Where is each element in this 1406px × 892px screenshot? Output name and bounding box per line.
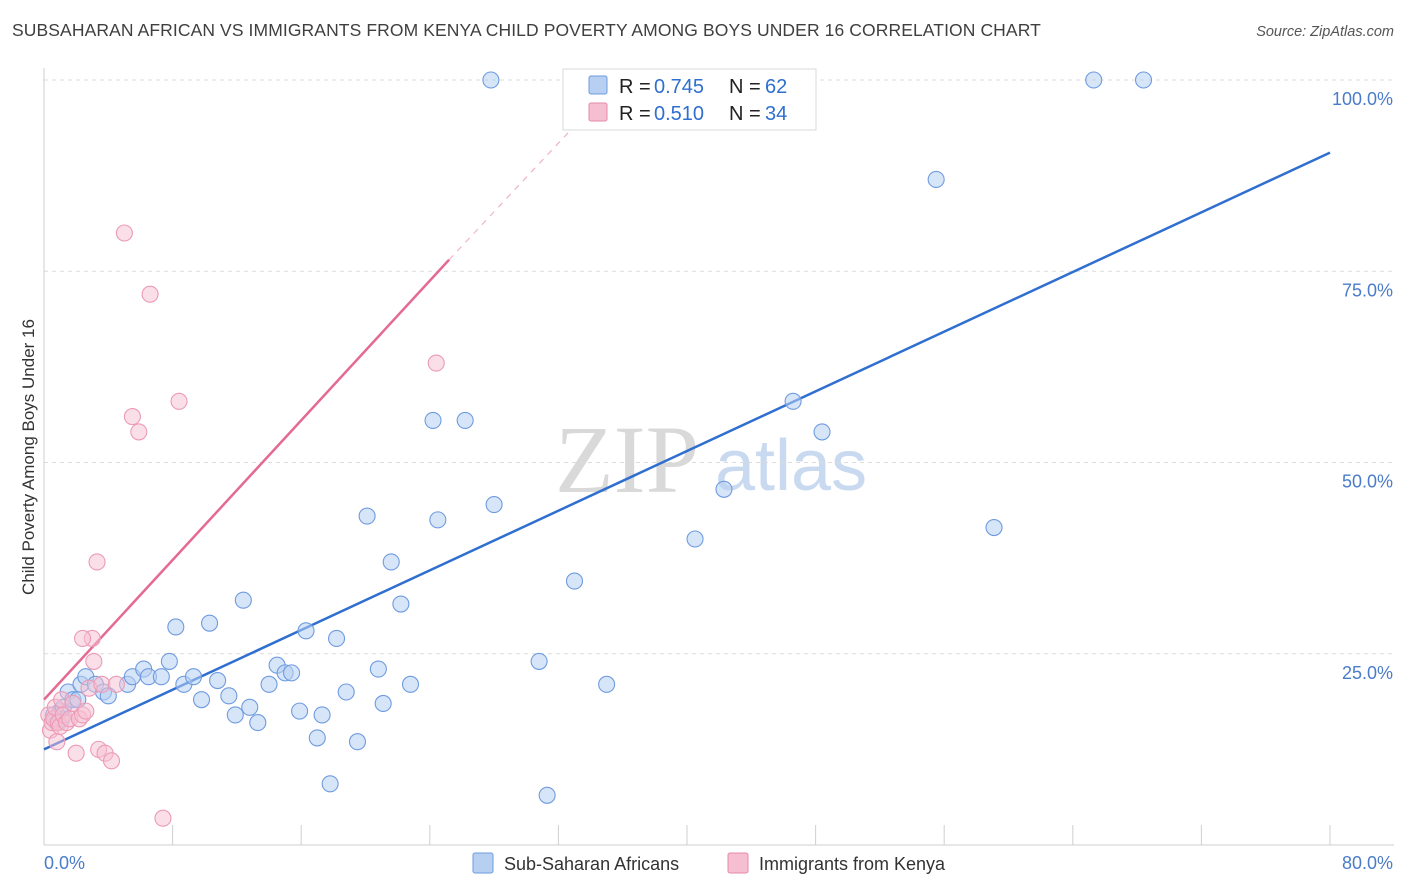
point-sub-saharan-36 — [308, 729, 326, 747]
point-sub-saharan-54 — [538, 786, 556, 804]
legend-n-label-1: N = — [729, 76, 761, 98]
point-sub-saharan-64 — [1134, 71, 1153, 89]
legend-r-label-2: R = — [619, 103, 651, 125]
point-sub-saharan-35 — [297, 622, 315, 640]
point-sub-saharan-34 — [291, 702, 309, 720]
y-axis-label: Child Poverty Among Boys Under 16 — [19, 319, 38, 595]
point-sub-saharan-44 — [374, 694, 392, 713]
y-tick-label-100: 100.0% — [1332, 89, 1393, 109]
point-sub-saharan-21 — [184, 668, 203, 686]
stats-legend: R = 0.745 N = 62 R = 0.510 N = 34 — [562, 68, 817, 131]
point-kenya-12 — [64, 694, 82, 713]
point-sub-saharan-33 — [283, 664, 301, 682]
point-sub-saharan-60 — [813, 423, 831, 441]
point-sub-saharan-50 — [456, 411, 474, 429]
point-sub-saharan-40 — [337, 683, 355, 701]
point-sub-saharan-55 — [565, 572, 584, 590]
legend-swatch-pink — [588, 102, 608, 122]
point-kenya-26 — [115, 224, 133, 242]
point-kenya-16 — [77, 702, 95, 720]
legend-label-sub-saharan: Sub-Saharan Africans — [504, 854, 679, 874]
point-sub-saharan-45 — [382, 553, 400, 571]
point-kenya-24 — [102, 752, 121, 770]
point-sub-saharan-17 — [152, 668, 170, 686]
point-kenya-19 — [85, 652, 103, 670]
legend-swatch-blue — [588, 75, 608, 95]
point-sub-saharan-61 — [927, 170, 945, 188]
point-sub-saharan-42 — [358, 507, 376, 525]
point-kenya-28 — [130, 423, 148, 441]
point-sub-saharan-56 — [598, 675, 616, 693]
trend-line-kenya — [43, 258, 451, 701]
point-kenya-25 — [107, 675, 125, 693]
y-tick-label-25: 25.0% — [1342, 663, 1393, 683]
point-kenya-33 — [74, 629, 92, 648]
point-sub-saharan-58 — [715, 480, 733, 498]
trend-line-sub-saharan — [43, 151, 1331, 751]
data-points — [40, 71, 1153, 827]
source-label: Source: ZipAtlas.com — [1256, 24, 1394, 40]
point-sub-saharan-29 — [249, 714, 267, 732]
point-kenya-20 — [88, 553, 106, 571]
point-kenya-22 — [93, 675, 111, 693]
point-sub-saharan-52 — [482, 71, 500, 89]
point-sub-saharan-38 — [321, 775, 339, 793]
point-sub-saharan-28 — [241, 698, 259, 716]
point-sub-saharan-41 — [348, 733, 367, 751]
watermark-zip: ZIP — [555, 406, 699, 513]
point-sub-saharan-19 — [167, 618, 185, 636]
point-sub-saharan-37 — [313, 706, 331, 724]
series-legend: Sub-Saharan Africans Immigrants from Ken… — [472, 852, 946, 874]
y-tick-label-75: 75.0% — [1342, 280, 1393, 300]
legend-r-value-2: 0.510 — [654, 103, 704, 125]
y-tick-label-50: 50.0% — [1342, 472, 1393, 492]
legend-r-value-1: 0.745 — [654, 76, 704, 98]
point-sub-saharan-47 — [401, 675, 420, 693]
y-tick-labels: 25.0% 50.0% 75.0% 100.0% — [1332, 89, 1393, 683]
trend-lines — [43, 125, 1331, 751]
point-sub-saharan-26 — [226, 706, 244, 724]
legend-swatch-kenya — [727, 852, 749, 874]
point-sub-saharan-51 — [485, 496, 503, 514]
point-kenya-30 — [154, 809, 172, 827]
legend-r-label-1: R = — [619, 76, 651, 98]
point-kenya-29 — [141, 285, 159, 303]
point-sub-saharan-59 — [784, 392, 802, 410]
point-sub-saharan-22 — [192, 691, 211, 709]
x-tick-label-max: 80.0% — [1342, 853, 1393, 873]
point-sub-saharan-63 — [1085, 71, 1103, 89]
point-sub-saharan-39 — [328, 629, 346, 648]
point-sub-saharan-53 — [530, 652, 548, 670]
point-sub-saharan-25 — [220, 687, 238, 705]
point-sub-saharan-30 — [260, 675, 278, 693]
trend-line-kenya-extension — [448, 125, 575, 261]
point-sub-saharan-27 — [234, 591, 252, 609]
point-sub-saharan-49 — [429, 511, 447, 529]
legend-label-kenya: Immigrants from Kenya — [759, 854, 946, 874]
legend-n-value-1: 62 — [765, 76, 787, 98]
point-kenya-5 — [48, 733, 66, 751]
point-sub-saharan-23 — [201, 614, 219, 632]
point-kenya-32 — [427, 354, 445, 372]
point-kenya-13 — [67, 744, 85, 762]
point-sub-saharan-24 — [209, 671, 227, 690]
point-sub-saharan-43 — [369, 660, 387, 678]
point-kenya-31 — [170, 392, 188, 410]
point-sub-saharan-62 — [985, 518, 1003, 537]
point-sub-saharan-18 — [160, 652, 178, 670]
chart-title: SUBSAHARAN AFRICAN VS IMMIGRANTS FROM KE… — [12, 20, 1041, 40]
gridlines — [44, 79, 1394, 655]
watermark-atlas: atlas — [715, 426, 867, 506]
legend-n-value-2: 34 — [765, 103, 787, 125]
point-sub-saharan-57 — [686, 530, 704, 548]
point-sub-saharan-46 — [392, 595, 410, 613]
point-kenya-27 — [123, 408, 141, 426]
x-tick-label-min: 0.0% — [44, 853, 85, 873]
point-sub-saharan-48 — [424, 411, 442, 429]
legend-swatch-sub-saharan — [472, 852, 494, 874]
legend-n-label-2: N = — [729, 103, 761, 125]
